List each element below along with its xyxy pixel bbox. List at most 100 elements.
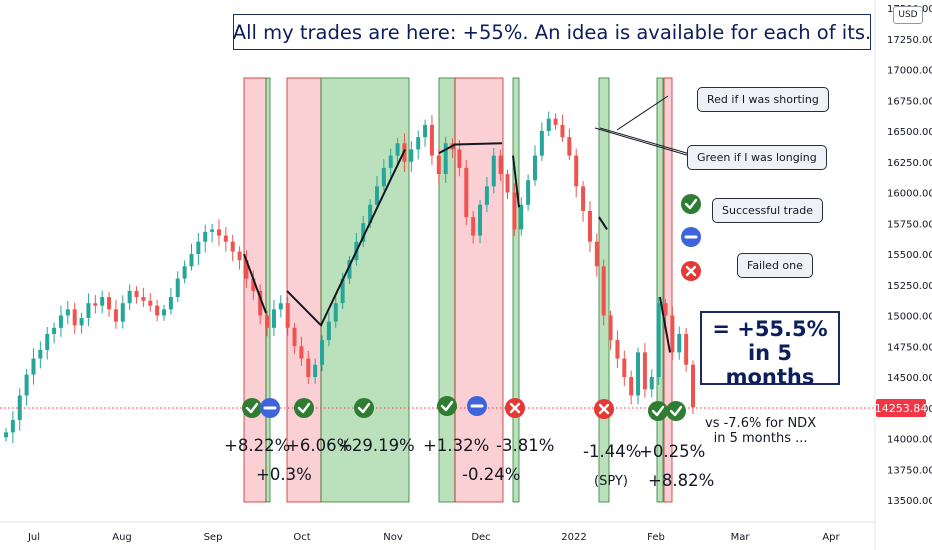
candle-body [416, 137, 421, 150]
candle-body [120, 303, 125, 322]
price-tick-label: 17250.00 [887, 35, 932, 46]
candle-body [615, 340, 620, 359]
success-icon-glyph [669, 405, 683, 417]
candle-body [663, 303, 668, 316]
price-axis: 13500.0013750.0014000.0014250.0014500.00… [887, 4, 932, 507]
success-icon [354, 398, 374, 418]
candle-body [52, 327, 57, 334]
candle-body [79, 317, 84, 326]
time-tick-label: Apr [822, 532, 840, 543]
trade-label: +1.32% [423, 436, 490, 455]
candle-body [72, 309, 77, 326]
candle-body [553, 118, 558, 125]
candle-body [65, 309, 70, 316]
candle-body [684, 333, 689, 365]
fail-icon-glyph [598, 403, 610, 415]
time-tick-label: Oct [293, 532, 310, 543]
candle-body [313, 364, 318, 377]
price-tick-label: 15250.00 [887, 281, 932, 292]
candle-body [546, 118, 551, 131]
candle-body [230, 241, 235, 252]
time-tick-label: Sep [204, 532, 223, 543]
candle-body [196, 241, 201, 254]
title-banner: All my trades are here: +55%. An idea is… [233, 14, 871, 50]
note-fail: Failed one [737, 253, 813, 278]
candle-body [594, 241, 599, 267]
success-icon-glyph [357, 402, 371, 414]
candle-body [271, 309, 276, 328]
candle-body [498, 155, 503, 175]
candle-body [24, 374, 29, 396]
price-tick-label: 14750.00 [887, 342, 932, 353]
trade-label: -0.24% [462, 465, 521, 484]
success-icon [437, 396, 457, 416]
ndx-comparison: vs -7.6% for NDX in 5 months ... [705, 416, 816, 446]
trade-label: +6.06% [286, 436, 353, 455]
candle-body [320, 340, 325, 365]
trade-label: +29.19% [338, 436, 415, 455]
candle-body [381, 167, 386, 187]
candle-body [478, 204, 483, 236]
trade-label-spy: (SPY) [594, 474, 628, 489]
trade-label: +0.25% [639, 442, 706, 461]
trade-path-segment [438, 142, 503, 155]
candle-body [38, 349, 43, 359]
candle-body [512, 192, 517, 230]
candlestick-series [4, 111, 695, 444]
candle-body [182, 266, 187, 279]
candle-body [162, 309, 167, 316]
candle-body [574, 155, 579, 187]
time-tick-label: Aug [112, 532, 132, 543]
price-tick-label: 15750.00 [887, 219, 932, 230]
time-tick-label: Feb [647, 532, 665, 543]
success-icon [648, 401, 668, 421]
candle-body [148, 300, 153, 306]
candle-body [141, 297, 146, 301]
price-tick-label: 16000.00 [887, 189, 932, 200]
long-zone [656, 77, 664, 503]
candle-body [155, 305, 160, 316]
time-tick-label: Mar [731, 532, 751, 543]
price-tick-label: 15500.00 [887, 250, 932, 261]
candle-body [285, 303, 290, 328]
candle-body [175, 278, 180, 298]
candle-body [45, 333, 50, 350]
candle-body [258, 290, 263, 316]
ndx-line-2: in 5 months ... [713, 431, 808, 446]
note-long: Green if I was longing [687, 145, 827, 170]
candle-body [457, 149, 462, 168]
candle-body [361, 223, 366, 242]
candle-body [168, 297, 173, 310]
price-tick-label: 13500.00 [887, 496, 932, 507]
candle-body [629, 377, 634, 396]
result-line-2: in 5 months [725, 341, 815, 389]
candle-body [203, 231, 208, 242]
candle-body [471, 217, 476, 236]
time-tick-label: 2022 [561, 532, 586, 543]
result-line-1: = +55.5% [712, 317, 828, 341]
candle-body [642, 352, 647, 390]
trade-label: +0.3% [256, 465, 312, 484]
candle-body [86, 303, 91, 318]
candle-body [409, 149, 414, 162]
candle-body [649, 377, 654, 390]
trade-path-segment [286, 149, 406, 328]
note-long-text: Green if I was longing [697, 151, 817, 164]
candle-body [10, 420, 15, 433]
currency-badge[interactable]: USD [893, 6, 923, 24]
candle-body [134, 290, 139, 298]
candle-body [484, 186, 489, 205]
long-zone [265, 77, 271, 503]
candle-body [532, 155, 537, 181]
legend-fail-icon-glyph [685, 265, 697, 277]
candle-body [265, 315, 270, 328]
candle-body [326, 321, 331, 341]
success-icon [666, 401, 686, 421]
long-zone [320, 77, 410, 503]
success-icon-glyph [440, 400, 454, 412]
candle-body [656, 303, 661, 377]
note-fail-text: Failed one [747, 259, 803, 272]
fail-icon-glyph [509, 402, 521, 414]
time-tick-label: Dec [471, 532, 490, 543]
